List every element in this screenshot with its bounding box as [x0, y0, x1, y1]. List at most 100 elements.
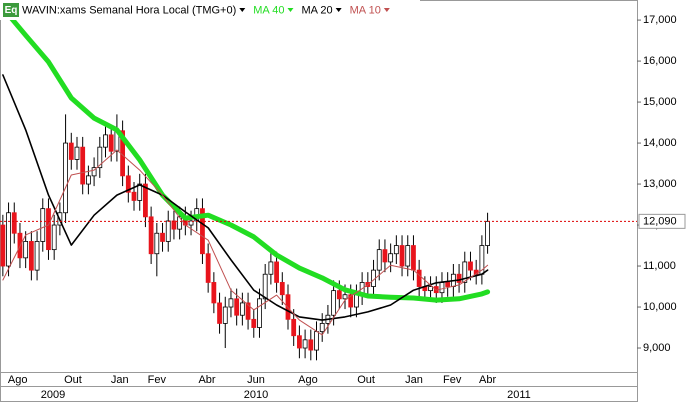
- icon[interactable]: [3, 3, 19, 17]
- candle-body: [302, 339, 308, 349]
- candle-body: [200, 208, 205, 255]
- candle-body: [46, 208, 51, 251]
- candle-body: [245, 302, 251, 320]
- candle-body: [28, 241, 34, 271]
- candle-body: [308, 339, 314, 351]
- candle-body: [291, 318, 297, 337]
- candle-body: [445, 282, 451, 287]
- candle-body: [485, 220, 490, 246]
- y-tick-label: 14,000: [643, 137, 677, 149]
- year-label: 2010: [244, 389, 268, 401]
- candle-body: [462, 261, 468, 283]
- y-tick-label: 11,000: [643, 260, 676, 272]
- candle-body: [148, 216, 154, 255]
- legend[interactable]: Eq WAVIN:xams Semanal Hora Local (TMG+0)…: [0, 0, 420, 20]
- candle-body: [85, 175, 91, 185]
- candle-body: [205, 253, 211, 283]
- candle-body: [439, 282, 445, 294]
- plot-layer: [0, 5, 491, 361]
- candle-body: [51, 224, 57, 251]
- candle-body: [393, 245, 399, 255]
- candle-body: [188, 220, 194, 226]
- candle-body: [125, 175, 131, 193]
- candle-body: [23, 241, 29, 259]
- candle-body: [251, 318, 257, 328]
- icon-label: Eq: [5, 5, 18, 16]
- candle-body: [103, 134, 108, 148]
- y-tick-label: 15,000: [643, 96, 677, 108]
- candle-body: [319, 323, 325, 333]
- candle-body: [34, 241, 40, 271]
- candle-body: [296, 335, 302, 349]
- candle-body: [376, 249, 382, 271]
- x-tick-label: Fev: [148, 374, 167, 386]
- dropdown-arrow: [383, 8, 390, 12]
- x-tick-label: Jun: [247, 374, 265, 386]
- last-price-label: 12,090: [643, 215, 677, 227]
- legend-title[interactable]: WAVIN:xams Semanal Hora Local (TMG+0): [22, 4, 236, 16]
- y-tick-label: 16,000: [643, 55, 677, 67]
- x-tick-label: Out: [64, 374, 82, 386]
- candle-body: [411, 245, 416, 271]
- candle-body: [456, 273, 462, 283]
- candle-body: [11, 212, 17, 234]
- candle-body: [354, 294, 359, 308]
- legend-entry[interactable]: MA 20: [301, 4, 332, 16]
- candle-body: [468, 261, 473, 271]
- x-tick-label: Ago: [298, 374, 318, 386]
- candle-body: [6, 212, 11, 267]
- candle-body: [428, 286, 433, 292]
- dropdown-arrow: [335, 8, 342, 12]
- y-tick-label: 9,000: [643, 342, 671, 354]
- y-tick-label: 10,000: [643, 301, 677, 313]
- candle-body: [399, 245, 405, 267]
- candle-body: [388, 253, 394, 263]
- candle-body: [165, 220, 171, 242]
- candle-body: [314, 331, 319, 351]
- legend-entry[interactable]: MA 10: [350, 4, 381, 16]
- candle-body: [211, 282, 217, 304]
- dropdown-arrow: [287, 8, 294, 12]
- candle-body: [416, 269, 422, 287]
- x-tick-label: Out: [357, 374, 375, 386]
- x-tick-label: Abr: [479, 374, 496, 386]
- candle-body: [268, 261, 274, 275]
- legend-background: [0, 0, 420, 20]
- candle-body: [97, 146, 103, 169]
- legend-entry[interactable]: MA 40: [253, 4, 284, 16]
- candle-body: [0, 224, 6, 267]
- candle-body: [262, 273, 268, 300]
- x-tick-label: Jan: [111, 374, 129, 386]
- x-tick-label: Jan: [405, 374, 423, 386]
- candle-body: [228, 298, 234, 308]
- candle-body: [154, 232, 160, 255]
- y-tick-label: 13,000: [643, 178, 677, 190]
- last-price-box: [638, 213, 686, 229]
- candle-body: [274, 261, 279, 283]
- candle-body: [405, 245, 411, 267]
- candle-body: [331, 290, 337, 316]
- candle-body: [336, 290, 342, 300]
- candle-body: [160, 232, 165, 242]
- dropdown-arrow: [239, 8, 246, 12]
- x-tick-label: Fev: [443, 374, 462, 386]
- candle-body: [80, 146, 86, 185]
- candle-body: [171, 220, 177, 230]
- candle-body: [279, 282, 285, 296]
- candle-body: [74, 146, 80, 160]
- candle-body: [63, 142, 68, 214]
- candle-body: [108, 134, 114, 152]
- candle-body: [342, 294, 348, 300]
- candle-body: [131, 191, 137, 201]
- candle-body: [382, 249, 388, 263]
- ma-line: [0, 5, 491, 303]
- candle-body: [137, 183, 143, 201]
- candle-body: [68, 142, 74, 160]
- candle-body: [143, 183, 148, 218]
- candle-body: [217, 302, 222, 324]
- candle-body: [348, 294, 354, 308]
- candle-body: [40, 208, 46, 242]
- candle-body: [234, 298, 240, 316]
